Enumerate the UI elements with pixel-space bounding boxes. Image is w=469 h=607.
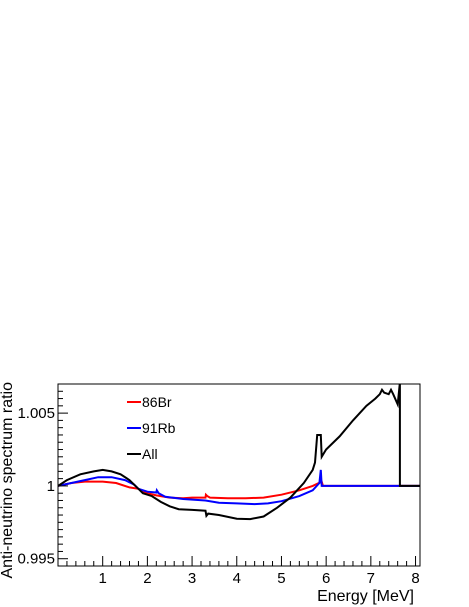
x-tick-label: 4 [233,570,241,587]
y-tick-label: 0.995 [17,551,55,568]
x-tick-label: 8 [411,570,419,587]
series-line-91rb [58,469,420,506]
plot-frame [57,383,421,567]
x-tick-label: 1 [99,570,107,587]
legend-label-86br: 86Br [142,394,172,410]
x-tick-label: 7 [367,570,375,587]
y-axis-label: Anti-neutrino spectrum ratio [0,382,16,579]
ticks-layer: 1 2 3 4 5 6 7 8 0.995 1 1.005 [17,383,420,587]
x-tick-label: 5 [277,570,285,587]
series-line-all [58,384,420,521]
legend: 86Br 91Rb All [127,394,176,462]
legend-label-all: All [142,446,158,462]
x-tick-label: 6 [322,570,330,587]
x-tick-label: 3 [188,570,196,587]
series-line-86br [58,480,420,500]
x-axis-label: Energy [MeV] [317,588,414,605]
y-tick-label: 1.005 [17,405,55,422]
legend-label-91rb: 91Rb [142,420,176,436]
y-tick-label: 1 [47,478,55,495]
x-tick-label: 2 [143,570,151,587]
series-layer [58,384,420,521]
